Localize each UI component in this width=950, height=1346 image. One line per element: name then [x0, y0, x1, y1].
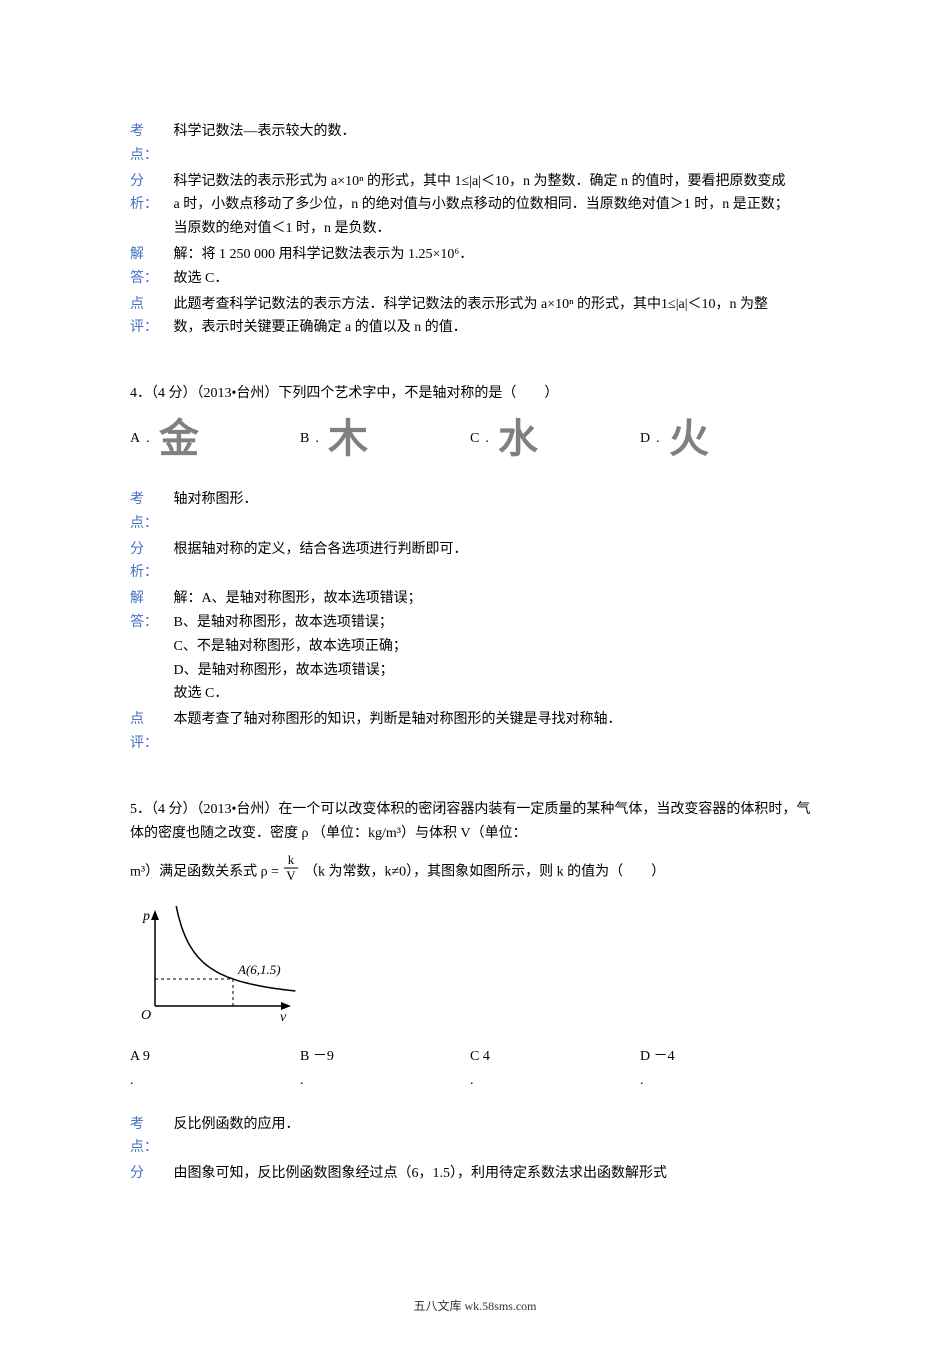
jieda-label: 解答： [130, 587, 170, 635]
q5-stem-line2: m³）满足函数关系式 ρ = k V （k 为常数，k≠0），其图象如图所示，则… [130, 853, 820, 892]
fenxi-text: 根据轴对称的定义，结合各选项进行判断即可． [174, 538, 794, 562]
q4-option-b: B . 木 [300, 414, 470, 464]
option-dot: . [470, 1073, 474, 1088]
huo-icon: 火 [664, 414, 714, 464]
kaodian-label: 考点： [130, 120, 170, 168]
fenxi-label: 分析： [130, 538, 170, 586]
q5-kaodian-row: 考点： 反比例函数的应用． [130, 1113, 820, 1161]
q5-fenxi-row: 分 由图象可知，反比例函数图象经过点（6，1.5），利用待定系数法求出函数解形式 [130, 1162, 820, 1186]
shui-icon: 水 [493, 414, 543, 464]
svg-text:火: 火 [669, 417, 709, 461]
option-letter: C [470, 1049, 479, 1064]
q4-fenxi-row: 分析： 根据轴对称的定义，结合各选项进行判断即可． [130, 538, 820, 586]
svg-text:水: 水 [498, 417, 539, 461]
fraction-icon: k V [282, 853, 300, 892]
q5-options: A 9 . B －9 . C 4 . D －4 . [130, 1045, 820, 1093]
option-letter: D [640, 1049, 650, 1064]
jieda-label: 解答： [130, 243, 170, 291]
q4-option-d: D . 火 [640, 414, 810, 464]
q5-option-c: C 4 . [470, 1045, 640, 1093]
svg-text:金: 金 [158, 416, 200, 461]
page-footer: 五八文库 wk.58sms.com [0, 1296, 950, 1316]
jin-icon: 金 [154, 414, 204, 464]
option-text: －4 [654, 1049, 675, 1064]
q5-stem-post: （k 为常数，k≠0），其图象如图所示，则 k 的值为（ ） [304, 865, 665, 880]
q4-options: A . 金 B . 木 C . 水 D . 火 [130, 414, 820, 464]
option-dot: . [640, 1073, 644, 1088]
fenxi-label: 分析： [130, 170, 170, 218]
svg-text:p: p [142, 909, 150, 924]
option-letter: C [470, 427, 479, 451]
option-dot: . [146, 427, 150, 451]
option-letter: B [300, 1049, 309, 1064]
q5-option-b: B －9 . [300, 1045, 470, 1093]
dianping-label: 点评： [130, 708, 170, 756]
option-letter: A [130, 427, 140, 451]
option-letter: D [640, 427, 650, 451]
svg-text:A(6,1.5): A(6,1.5) [237, 962, 281, 977]
q4-jieda-row: 解答： 解：A、是轴对称图形，故本选项错误； B、是轴对称图形，故本选项错误； … [130, 587, 820, 706]
kaodian-text: 反比例函数的应用． [174, 1113, 794, 1137]
q3-fenxi-row: 分析： 科学记数法的表示形式为 a×10ⁿ 的形式，其中 1≤|a|＜10，n … [130, 170, 820, 241]
q4-dianping-row: 点评： 本题考查了轴对称图形的知识，判断是轴对称图形的关键是寻找对称轴． [130, 708, 820, 756]
q4-stem: 4．（4 分）（2013•台州）下列四个艺术字中，不是轴对称的是（ ） [130, 382, 820, 406]
option-dot: . [130, 1073, 134, 1088]
kaodian-label: 考点： [130, 1113, 170, 1161]
option-text: 9 [143, 1049, 150, 1064]
q5-stem-pre: m³）满足函数关系式 ρ = [130, 865, 279, 880]
option-dot: . [300, 1073, 304, 1088]
q3-dianping-row: 点评： 此题考查科学记数法的表示方法．科学记数法的表示形式为 a×10ⁿ 的形式… [130, 293, 820, 341]
option-letter: A [130, 1049, 139, 1064]
fenxi-text: 由图象可知，反比例函数图象经过点（6，1.5），利用待定系数法求出函数解形式 [174, 1162, 794, 1186]
q5-graph: A(6,1.5) p v O [130, 906, 820, 1035]
svg-text:k: k [288, 853, 295, 867]
dianping-label: 点评： [130, 293, 170, 341]
q4-option-a: A . 金 [130, 414, 300, 464]
option-letter: B [300, 427, 309, 451]
q3-jieda-row: 解答： 解：将 1 250 000 用科学记数法表示为 1.25×10⁶． 故选… [130, 243, 820, 291]
option-text: －9 [313, 1049, 334, 1064]
kaodian-text: 轴对称图形． [174, 488, 794, 512]
q5-option-a: A 9 . [130, 1045, 300, 1093]
svg-text:v: v [280, 1010, 287, 1025]
q5-option-d: D －4 . [640, 1045, 810, 1093]
mu-icon: 木 [323, 414, 373, 464]
svg-text:V: V [287, 868, 297, 883]
dianping-text: 此题考查科学记数法的表示方法．科学记数法的表示形式为 a×10ⁿ 的形式，其中1… [174, 293, 794, 341]
jieda-text: 解：A、是轴对称图形，故本选项错误； B、是轴对称图形，故本选项错误； C、不是… [174, 587, 794, 706]
kaodian-label: 考点： [130, 488, 170, 536]
option-text: 4 [483, 1049, 490, 1064]
svg-text:木: 木 [328, 417, 368, 461]
fenxi-label: 分 [130, 1162, 170, 1186]
q3-kaodian-row: 考点： 科学记数法—表示较大的数． [130, 120, 820, 168]
fenxi-text: 科学记数法的表示形式为 a×10ⁿ 的形式，其中 1≤|a|＜10，n 为整数．… [174, 170, 794, 241]
dianping-text: 本题考查了轴对称图形的知识，判断是轴对称图形的关键是寻找对称轴． [174, 708, 794, 732]
q4-option-c: C . 水 [470, 414, 640, 464]
q5-stem-line1: 5．（4 分）（2013•台州）在一个可以改变体积的密闭容器内装有一定质量的某种… [130, 798, 820, 846]
svg-text:O: O [141, 1008, 151, 1023]
jieda-text: 解：将 1 250 000 用科学记数法表示为 1.25×10⁶． 故选 C． [174, 243, 794, 291]
option-dot: . [315, 427, 319, 451]
q4-kaodian-row: 考点： 轴对称图形． [130, 488, 820, 536]
kaodian-text: 科学记数法—表示较大的数． [174, 120, 794, 144]
option-dot: . [485, 427, 489, 451]
option-dot: . [656, 427, 660, 451]
